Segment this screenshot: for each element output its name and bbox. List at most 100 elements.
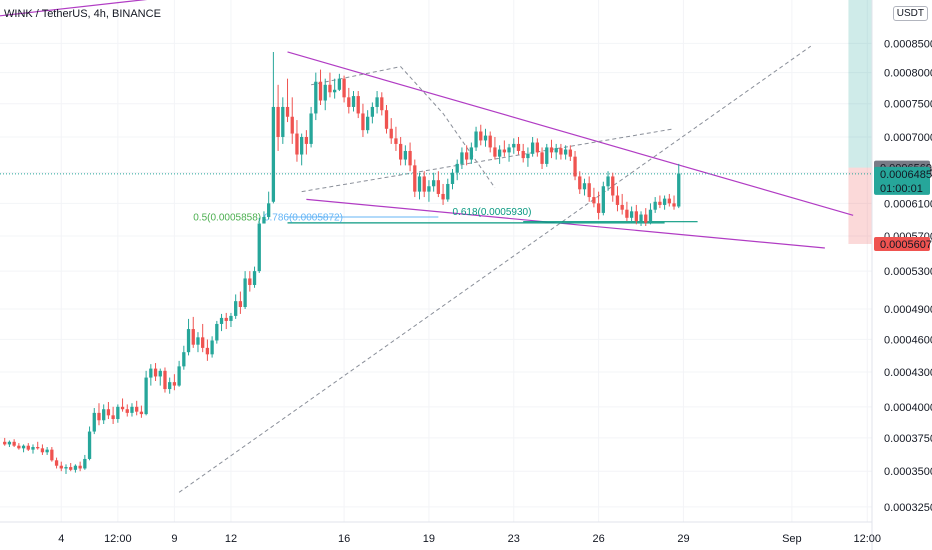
candles	[3, 51, 681, 474]
candle	[45, 447, 49, 455]
candle-body	[573, 156, 577, 177]
candle-body	[422, 176, 426, 192]
candle-body	[102, 409, 106, 421]
candle	[469, 142, 474, 164]
candle-body	[446, 183, 450, 200]
candle-body	[549, 147, 554, 153]
candle	[497, 145, 502, 164]
candle-body	[64, 467, 68, 469]
candle-body	[234, 301, 238, 316]
candle-body	[3, 441, 7, 445]
x-tick-label: 26	[592, 533, 604, 545]
x-tick-label: 12:00	[104, 533, 132, 545]
candle	[295, 120, 299, 162]
candle	[540, 147, 544, 170]
candle-body	[563, 149, 568, 155]
y-tick-label: 0.0008500	[884, 38, 932, 50]
y-tick-label: 0.0005300	[884, 266, 932, 278]
candle-body	[559, 148, 563, 155]
candle-body	[125, 409, 129, 413]
candle-body	[300, 136, 304, 155]
x-tick-label: 23	[508, 533, 520, 545]
candle	[139, 405, 144, 418]
y-tick-label: 0.0008000	[884, 68, 932, 80]
candle	[521, 143, 525, 163]
candle	[309, 106, 313, 148]
candle	[333, 78, 337, 99]
candle	[394, 126, 398, 151]
candle	[135, 400, 139, 416]
grid	[0, 0, 872, 522]
x-tick-label: 12	[225, 533, 237, 545]
y-tick-label: 0.0003500	[884, 466, 932, 478]
candle-body	[351, 96, 356, 107]
candle	[450, 169, 455, 190]
candle	[257, 217, 261, 273]
candle-body	[54, 460, 59, 466]
candle	[92, 408, 96, 435]
candle-body	[135, 406, 139, 412]
candle	[403, 145, 408, 166]
candle	[328, 72, 332, 98]
candle-body	[182, 352, 186, 367]
candle-body	[455, 163, 459, 173]
candle-body	[469, 147, 474, 160]
candle	[502, 140, 506, 157]
candle	[662, 195, 667, 210]
candle	[337, 73, 342, 92]
candle-body	[648, 209, 653, 223]
candle-body	[36, 447, 40, 449]
candle	[563, 145, 568, 160]
candle-body	[483, 135, 488, 141]
candle-body	[219, 317, 224, 324]
x-tick-label: 19	[423, 533, 435, 545]
candle	[168, 377, 172, 394]
candle	[568, 145, 572, 161]
candle-body	[168, 382, 172, 390]
candle-body	[431, 180, 436, 187]
candle-body	[281, 106, 285, 137]
candle-body	[304, 136, 309, 144]
candle	[215, 320, 219, 344]
candle	[667, 193, 671, 207]
candle	[234, 294, 238, 319]
candle	[158, 368, 162, 386]
candle	[474, 126, 478, 151]
x-tick-label: Sep	[782, 533, 802, 545]
candle-body	[356, 96, 360, 114]
candle-body	[149, 368, 153, 378]
candle	[267, 191, 271, 220]
candle-body	[375, 97, 379, 107]
candle	[658, 195, 662, 209]
candle	[106, 402, 111, 420]
candle	[366, 110, 370, 134]
candle-body	[521, 150, 525, 159]
candle-body	[370, 106, 375, 117]
candle-body	[210, 340, 214, 355]
candle-body	[97, 412, 101, 421]
candle-body	[276, 106, 280, 137]
candle	[323, 78, 327, 111]
candle	[351, 91, 356, 112]
time-axis[interactable]: 4 12:00 9 12 16 19 23 26 29 Sep 12:00	[0, 521, 881, 545]
candle-body	[116, 406, 120, 420]
candle	[342, 75, 346, 103]
currency-button[interactable]: USDT	[892, 6, 928, 21]
candle	[271, 51, 276, 204]
candle	[125, 404, 129, 417]
candle	[573, 150, 577, 181]
candle	[314, 72, 318, 121]
candle-body	[479, 131, 483, 141]
candle	[144, 370, 148, 416]
candle	[446, 178, 450, 202]
candle-body	[413, 165, 417, 192]
candle	[120, 398, 125, 412]
candle	[149, 364, 153, 386]
candle	[535, 138, 539, 157]
candle-body	[653, 201, 657, 210]
candle	[356, 91, 360, 119]
price-axis[interactable]: 0.0008500 0.0008000 0.0007500 0.0007000 0.00…	[871, 0, 932, 550]
candle-body	[252, 271, 257, 285]
